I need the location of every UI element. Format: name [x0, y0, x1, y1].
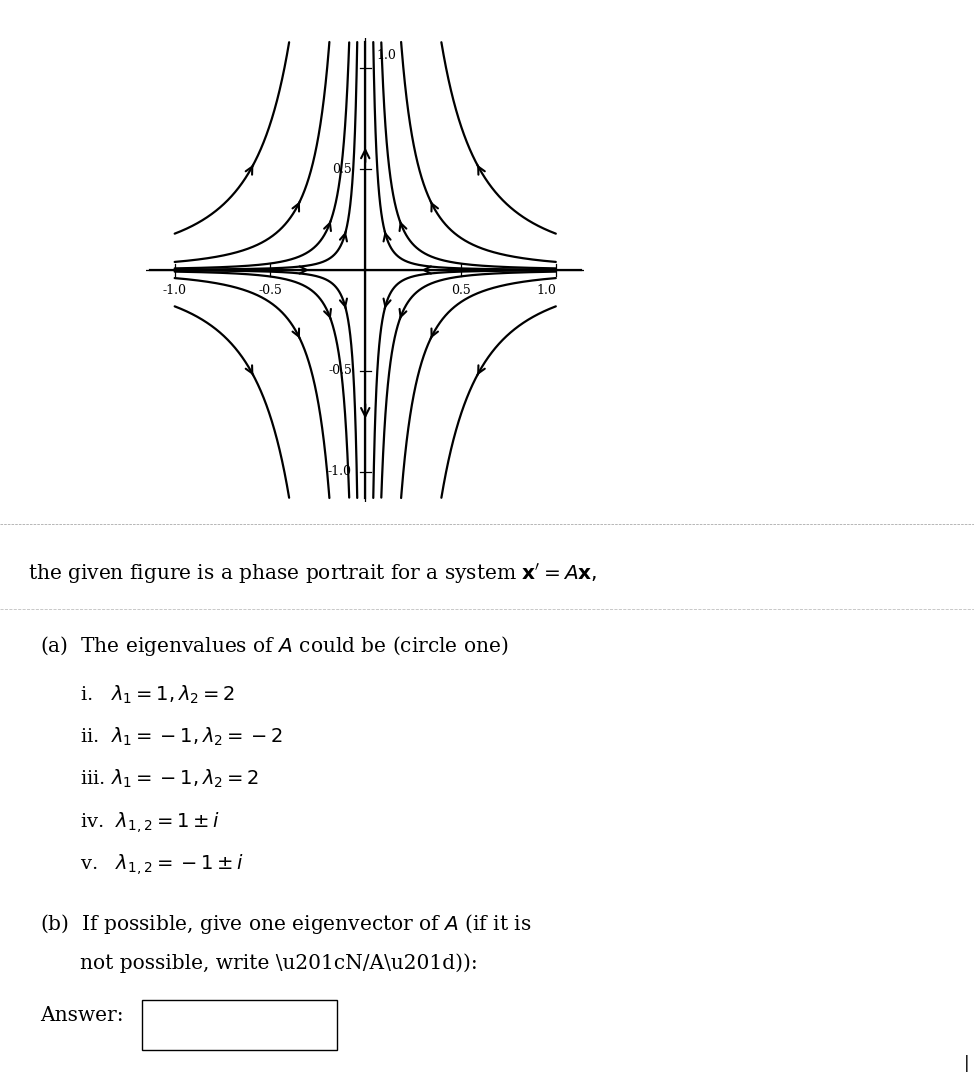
- Text: -0.5: -0.5: [258, 284, 281, 297]
- Text: ii.  $\lambda_1 = -1, \lambda_2 = -2$: ii. $\lambda_1 = -1, \lambda_2 = -2$: [80, 726, 283, 748]
- Text: (a)  The eigenvalues of $A$ could be (circle one): (a) The eigenvalues of $A$ could be (cir…: [40, 634, 508, 658]
- Text: iv.  $\lambda_{1,2} = 1 \pm i$: iv. $\lambda_{1,2} = 1 \pm i$: [80, 810, 220, 835]
- Text: v.   $\lambda_{1,2} = -1 \pm i$: v. $\lambda_{1,2} = -1 \pm i$: [80, 852, 244, 877]
- Text: |: |: [964, 1055, 970, 1072]
- Text: not possible, write \u201cN/A\u201d)):: not possible, write \u201cN/A\u201d)):: [80, 954, 478, 973]
- Text: the given figure is a phase portrait for a system $\mathbf{x}' = A\mathbf{x},$: the given figure is a phase portrait for…: [28, 562, 597, 585]
- Text: 0.5: 0.5: [451, 284, 470, 297]
- Text: 0.5: 0.5: [332, 163, 352, 176]
- Text: -0.5: -0.5: [328, 364, 352, 377]
- Text: iii. $\lambda_1 = -1, \lambda_2 = 2$: iii. $\lambda_1 = -1, \lambda_2 = 2$: [80, 768, 259, 791]
- Text: 1.0: 1.0: [536, 284, 556, 297]
- Text: -1.0: -1.0: [328, 465, 352, 478]
- Text: -1.0: -1.0: [163, 284, 187, 297]
- Text: (b)  If possible, give one eigenvector of $A$ (if it is: (b) If possible, give one eigenvector of…: [40, 912, 532, 935]
- Text: Answer:: Answer:: [40, 1005, 124, 1025]
- Text: i.   $\lambda_1 = 1, \lambda_2 = 2$: i. $\lambda_1 = 1, \lambda_2 = 2$: [80, 684, 236, 706]
- Bar: [142, 1000, 337, 1050]
- Text: 1.0: 1.0: [377, 49, 396, 62]
